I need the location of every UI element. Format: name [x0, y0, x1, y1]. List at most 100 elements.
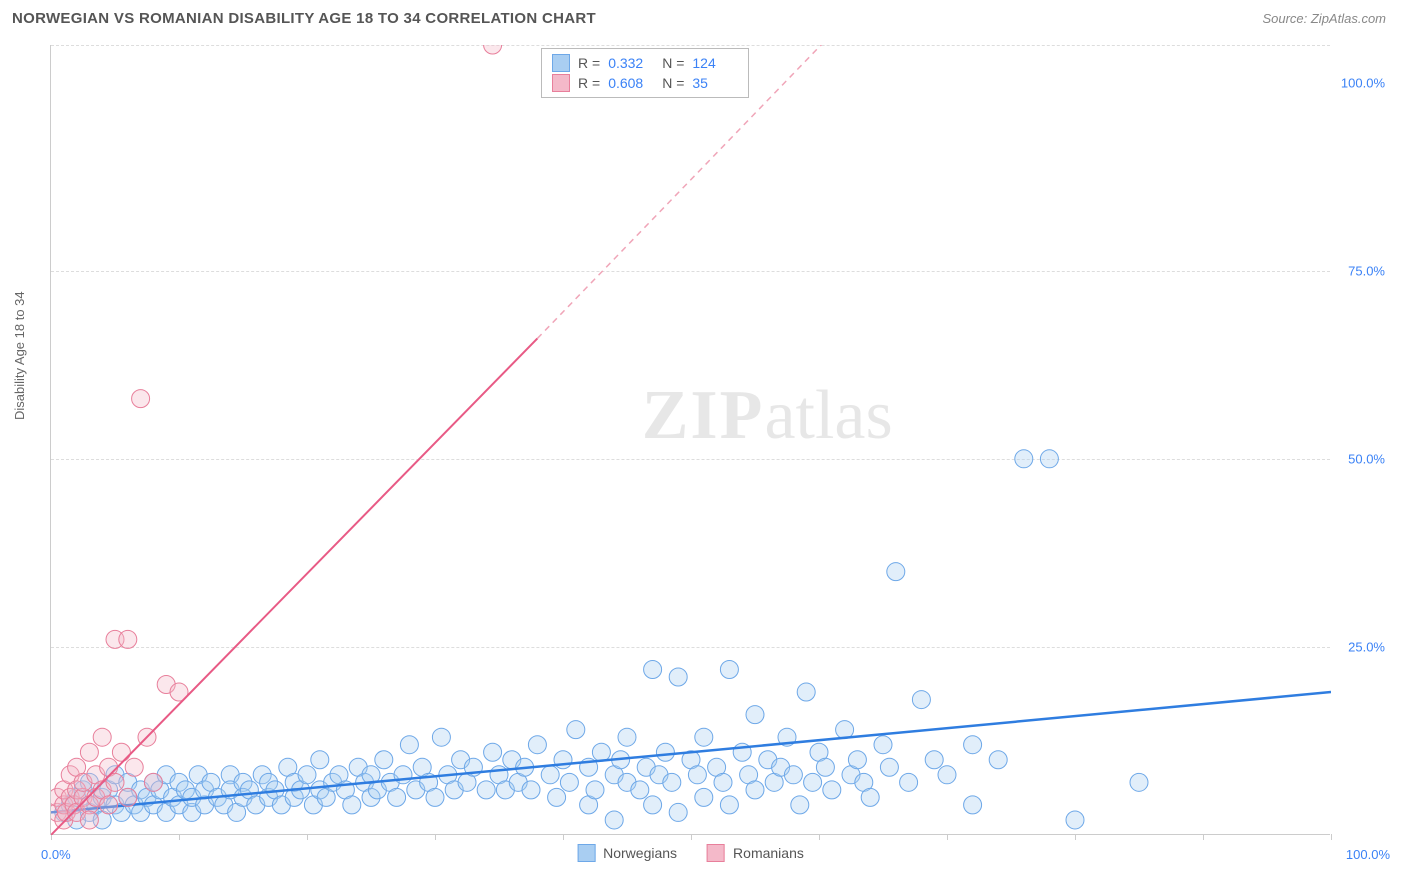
- data-point: [528, 736, 546, 754]
- data-point: [93, 728, 111, 746]
- data-point: [644, 796, 662, 814]
- data-point: [848, 751, 866, 769]
- data-point: [426, 788, 444, 806]
- chart-container: ZIPatlas R =0.332N =124R =0.608N =35 0.0…: [50, 45, 1380, 835]
- data-point: [720, 796, 738, 814]
- legend-swatch: [552, 54, 570, 72]
- data-point: [298, 766, 316, 784]
- legend-swatch: [552, 74, 570, 92]
- data-point: [541, 766, 559, 784]
- y-tick-label: 25.0%: [1348, 639, 1385, 654]
- data-point: [132, 390, 150, 408]
- data-point: [1015, 450, 1033, 468]
- data-point: [80, 743, 98, 761]
- data-point: [548, 788, 566, 806]
- data-point: [400, 736, 418, 754]
- data-point: [125, 758, 143, 776]
- data-point: [720, 660, 738, 678]
- legend-swatch: [707, 844, 725, 862]
- data-point: [375, 751, 393, 769]
- data-point: [631, 781, 649, 799]
- source-label: Source: ZipAtlas.com: [1262, 11, 1386, 26]
- data-point: [989, 751, 1007, 769]
- data-point: [388, 788, 406, 806]
- legend-stats-row: R = 0.332 N = 124: [552, 53, 738, 73]
- data-point: [522, 781, 540, 799]
- n-label: N =: [662, 75, 684, 91]
- data-point: [119, 788, 137, 806]
- data-point: [484, 45, 502, 54]
- data-point: [1066, 811, 1084, 829]
- data-point: [938, 766, 956, 784]
- data-point: [605, 811, 623, 829]
- data-point: [746, 781, 764, 799]
- data-point: [669, 803, 687, 821]
- data-point: [964, 736, 982, 754]
- data-point: [695, 788, 713, 806]
- n-value: 124: [692, 55, 738, 71]
- x-tick: [1331, 834, 1332, 840]
- y-axis-label: Disability Age 18 to 34: [12, 291, 27, 420]
- data-point: [1130, 773, 1148, 791]
- data-point: [144, 773, 162, 791]
- bottom-legend: Norwegians Romanians: [577, 844, 804, 862]
- plot-svg: [51, 45, 1331, 835]
- plot-area: ZIPatlas R =0.332N =124R =0.608N =35 0.0…: [50, 45, 1330, 835]
- n-value: 35: [692, 75, 738, 91]
- data-point: [343, 796, 361, 814]
- data-point: [784, 766, 802, 784]
- chart-title: NORWEGIAN VS ROMANIAN DISABILITY AGE 18 …: [12, 10, 596, 27]
- legend-swatch: [577, 844, 595, 862]
- data-point: [964, 796, 982, 814]
- data-point: [1040, 450, 1058, 468]
- data-point: [874, 736, 892, 754]
- r-label: R =: [578, 75, 600, 91]
- data-point: [887, 563, 905, 581]
- data-point: [618, 728, 636, 746]
- data-point: [644, 660, 662, 678]
- data-point: [119, 630, 137, 648]
- y-tick-label: 100.0%: [1341, 75, 1385, 90]
- data-point: [695, 728, 713, 746]
- y-tick-label: 75.0%: [1348, 263, 1385, 278]
- legend-label: Norwegians: [603, 845, 677, 861]
- data-point: [567, 721, 585, 739]
- data-point: [880, 758, 898, 776]
- r-value: 0.608: [608, 75, 654, 91]
- data-point: [900, 773, 918, 791]
- data-point: [816, 758, 834, 776]
- data-point: [797, 683, 815, 701]
- legend-label: Romanians: [733, 845, 804, 861]
- data-point: [823, 781, 841, 799]
- data-point: [560, 773, 578, 791]
- chart-header: NORWEGIAN VS ROMANIAN DISABILITY AGE 18 …: [0, 0, 1406, 33]
- data-point: [100, 796, 118, 814]
- data-point: [663, 773, 681, 791]
- data-point: [112, 743, 130, 761]
- data-point: [311, 751, 329, 769]
- data-point: [656, 743, 674, 761]
- legend-stats-row: R = 0.608 N = 35: [552, 73, 738, 93]
- bottom-legend-item: Romanians: [707, 844, 804, 862]
- data-point: [592, 743, 610, 761]
- data-point: [925, 751, 943, 769]
- data-point: [669, 668, 687, 686]
- x-max-label: 100.0%: [1346, 847, 1390, 862]
- data-point: [746, 706, 764, 724]
- x-min-label: 0.0%: [41, 847, 71, 862]
- data-point: [861, 788, 879, 806]
- data-point: [484, 743, 502, 761]
- data-point: [477, 781, 495, 799]
- data-point: [804, 773, 822, 791]
- bottom-legend-item: Norwegians: [577, 844, 677, 862]
- r-label: R =: [578, 55, 600, 71]
- data-point: [432, 728, 450, 746]
- data-point: [791, 796, 809, 814]
- regression-line: [51, 692, 1331, 812]
- y-tick-label: 50.0%: [1348, 451, 1385, 466]
- n-label: N =: [662, 55, 684, 71]
- data-point: [714, 773, 732, 791]
- r-value: 0.332: [608, 55, 654, 71]
- data-point: [912, 691, 930, 709]
- data-point: [586, 781, 604, 799]
